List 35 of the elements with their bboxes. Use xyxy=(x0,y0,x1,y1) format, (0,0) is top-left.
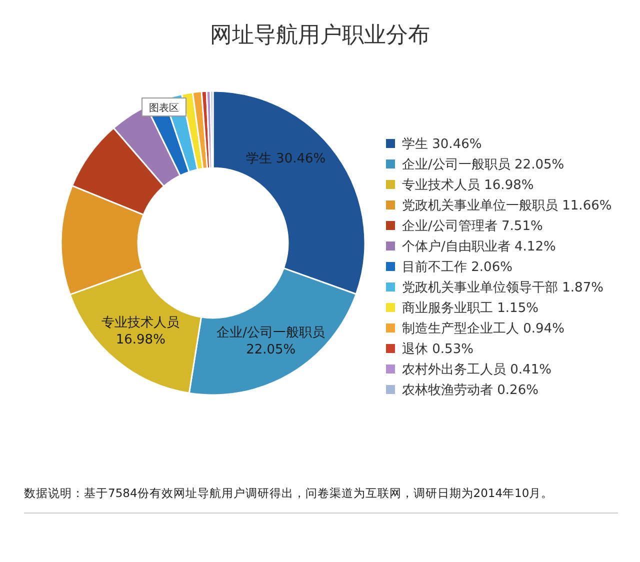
slice-label: 学生 xyxy=(246,152,272,167)
data-label: 0.53% xyxy=(432,342,474,357)
legend-label: 制造生产型企业工人 xyxy=(402,322,519,336)
text: 数据说明：基于7584份有效网址导航用户调研得出，问卷渠道为互联网，调研日期为2014年10月。 xyxy=(24,486,554,500)
data-label: 30.46% xyxy=(276,152,326,167)
legend-label: 学生 xyxy=(402,137,428,152)
slice-label: 专业技术人员 xyxy=(102,315,180,330)
text: 22.05% xyxy=(514,158,564,172)
data-label: 0.41% xyxy=(510,362,552,378)
data-label: 22.05% xyxy=(246,342,296,358)
legend-label: 农村外出务工人员 xyxy=(402,362,506,378)
data-label: 2.06% xyxy=(471,260,512,275)
chart-title: 网址导航用户职业分布 xyxy=(210,23,430,48)
text: 图表区 xyxy=(149,102,179,114)
legend-label: 党政机关事业单位一般职员 xyxy=(402,198,558,214)
data-label: 4.12% xyxy=(514,240,556,254)
legend-label: 农林牧渔劳动者 xyxy=(402,383,493,398)
text: 30.46% xyxy=(432,137,482,152)
data-label: 0.94% xyxy=(523,322,564,336)
data-label: 7.51% xyxy=(502,219,543,234)
legend-label: 目前不工作 xyxy=(402,260,467,275)
slice-label: 企业/公司一般职员 xyxy=(216,326,326,341)
legend-label: 企业/公司一般职员 xyxy=(402,158,510,172)
text: 16.98% xyxy=(484,178,534,193)
data-label: 0.26% xyxy=(497,383,538,398)
legend-label: 企业/公司管理者 xyxy=(402,219,498,234)
legend-label: 个体户/自由职业者 xyxy=(402,240,510,254)
legend-label: 党政机关事业单位领导干部 xyxy=(402,280,558,296)
legend-label: 专业技术人员 xyxy=(402,178,480,193)
data-label: 11.66% xyxy=(562,198,612,214)
legend-label: 退休 xyxy=(402,342,428,357)
legend-label: 商业服务业职工 xyxy=(402,301,493,316)
data-label: 16.98% xyxy=(116,332,166,348)
data-label: 1.87% xyxy=(562,280,604,296)
data-label: 1.15% xyxy=(497,301,538,316)
